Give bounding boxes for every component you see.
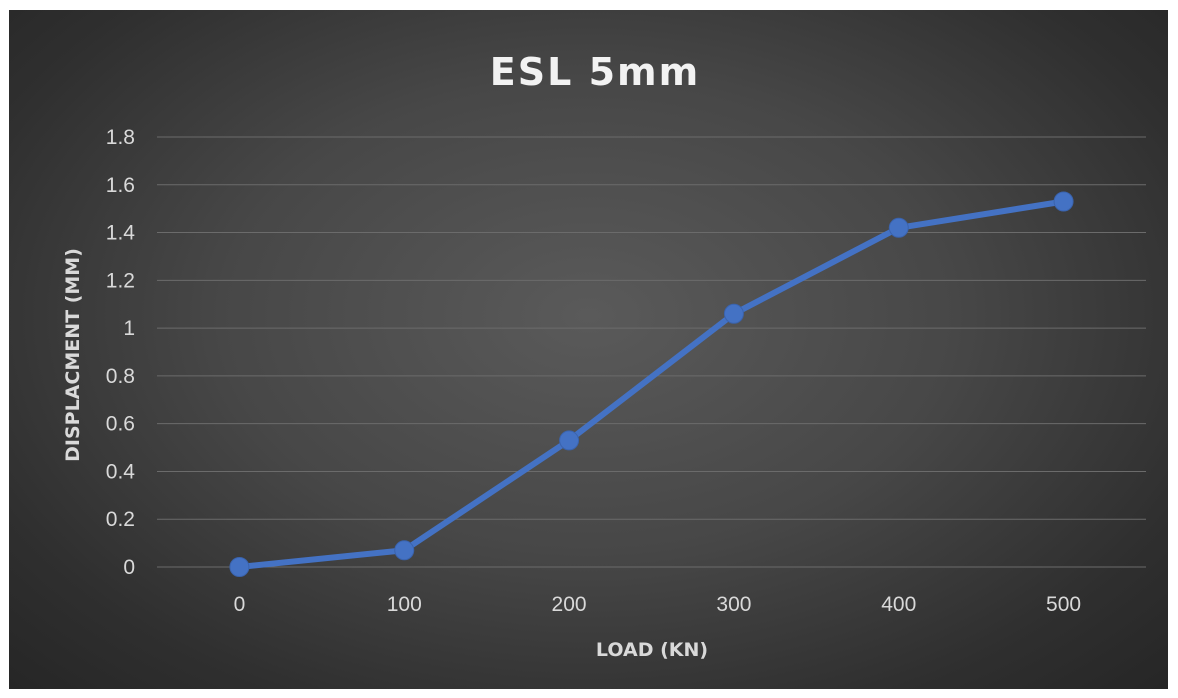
y-axis-tick-labels: 0 0.2 0.4 0.6 0.8 1 1.2 1.4 1.6 1.8 [106, 126, 136, 579]
x-tick-label: 400 [881, 593, 916, 616]
series-lines [239, 202, 1063, 568]
y-tick-label: 0 [123, 556, 135, 579]
data-point [724, 304, 743, 323]
y-tick-label: 1.2 [106, 269, 135, 292]
x-tick-label: 100 [387, 593, 422, 616]
y-axis-title: DISPLACMENT (MM) [62, 248, 84, 462]
gridlines [157, 137, 1146, 567]
chart-title: ESL 5mm [490, 50, 700, 94]
data-point [395, 541, 414, 560]
data-point [1054, 192, 1073, 211]
y-tick-label: 1.4 [106, 222, 136, 245]
data-point [889, 218, 908, 237]
y-tick-label: 0.4 [106, 460, 136, 483]
x-axis-title: LOAD (KN) [596, 639, 708, 661]
y-tick-label: 1.8 [106, 126, 135, 149]
x-tick-label: 200 [552, 593, 587, 616]
y-tick-label: 0.6 [106, 413, 135, 436]
y-tick-label: 0.8 [106, 365, 135, 388]
x-tick-label: 0 [234, 593, 246, 616]
data-point [560, 431, 579, 450]
y-tick-label: 1.6 [106, 174, 135, 197]
y-tick-label: 0.2 [106, 508, 135, 531]
x-tick-label: 300 [716, 593, 751, 616]
y-tick-label: 1 [123, 317, 135, 340]
line-chart: ESL 5mm 0 0.2 0.4 0.6 0.8 1 1.2 1.4 1.6 1.8 0 100 2… [9, 10, 1168, 689]
chart-area: ESL 5mm 0 0.2 0.4 0.6 0.8 1 1.2 1.4 1.6 1.8 0 100 2… [9, 10, 1168, 689]
x-tick-label: 500 [1046, 593, 1081, 616]
series-line [239, 202, 1063, 568]
data-point [230, 558, 249, 577]
x-axis-tick-labels: 0 100 200 300 400 500 [234, 593, 1082, 616]
